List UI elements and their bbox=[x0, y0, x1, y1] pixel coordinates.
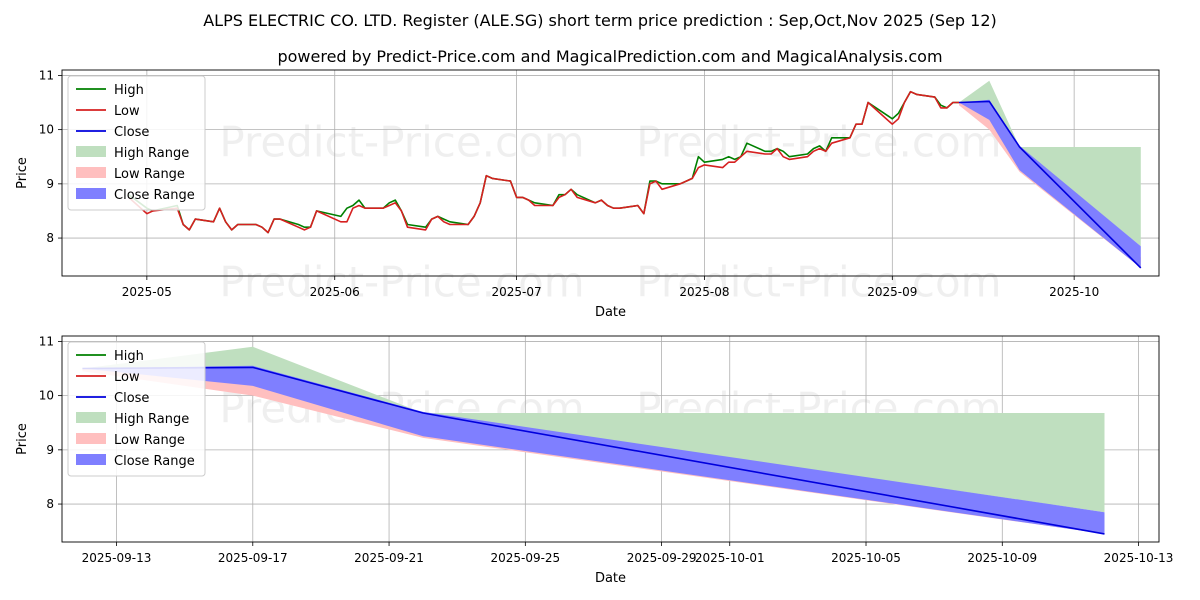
close-range-legend-swatch bbox=[76, 188, 106, 199]
watermark-text: Predict-Price.com bbox=[636, 118, 1001, 167]
plot-marks bbox=[128, 80, 1142, 269]
watermark-text: Predict-Price.com bbox=[219, 118, 584, 167]
high-legend-label: High bbox=[114, 349, 144, 364]
x-tick-label: 2025-10 bbox=[1049, 285, 1099, 299]
y-tick-label: 8 bbox=[46, 231, 54, 245]
close-range-band bbox=[959, 99, 1141, 268]
low-series-line bbox=[128, 90, 959, 234]
x-axis-label: Date bbox=[595, 305, 626, 320]
close-range-legend-label: Close Range bbox=[114, 454, 195, 469]
x-tick-label: 2025-10-13 bbox=[1104, 551, 1174, 565]
y-tick-label: 10 bbox=[39, 389, 54, 403]
y-tick-label: 8 bbox=[46, 497, 54, 511]
x-tick-label: 2025-09-17 bbox=[218, 551, 288, 565]
close-range-legend-label: Close Range bbox=[114, 188, 195, 203]
y-tick-label: 11 bbox=[39, 334, 54, 348]
x-tick-label: 2025-07 bbox=[491, 285, 541, 299]
low-range-legend-swatch bbox=[76, 167, 106, 178]
x-tick-label: 2025-09-29 bbox=[627, 551, 697, 565]
y-tick-label: 9 bbox=[46, 443, 54, 457]
high-range-legend-swatch bbox=[76, 146, 106, 157]
chart-subtitle: powered by Predict-Price.com and Magical… bbox=[277, 47, 942, 66]
close-range-legend-swatch bbox=[76, 454, 106, 465]
top-chart-panel: Predict-Price.com Predict-Price.com Predic… bbox=[15, 68, 1160, 320]
watermark-text: Predict-Price.com bbox=[636, 258, 1001, 307]
y-axis-label: Price bbox=[15, 157, 30, 189]
close-legend-label: Close bbox=[114, 125, 149, 140]
high-legend-label: High bbox=[114, 83, 144, 98]
x-tick-label: 2025-09-21 bbox=[354, 551, 424, 565]
y-tick-label: 11 bbox=[39, 68, 54, 82]
bottom-chart-panel: Predict-Price.comPredict-Price.com2025-0… bbox=[15, 334, 1173, 586]
low-range-legend-swatch bbox=[76, 433, 106, 444]
axes-frame bbox=[61, 69, 1160, 277]
low-range-legend-label: Low Range bbox=[114, 433, 185, 448]
close-range-band bbox=[82, 365, 1105, 534]
high-range-band bbox=[959, 80, 1141, 247]
close-legend-label: Close bbox=[114, 391, 149, 406]
close-series-line bbox=[958, 100, 1142, 269]
x-tick-label: 2025-08 bbox=[679, 285, 729, 299]
low-legend-label: Low bbox=[114, 370, 140, 385]
axes-frame bbox=[61, 335, 1160, 543]
x-tick-label: 2025-10-01 bbox=[695, 551, 765, 565]
plot-marks bbox=[82, 346, 1105, 535]
x-axis-label: Date bbox=[595, 571, 626, 586]
x-tick-label: 2025-09 bbox=[867, 285, 917, 299]
high-range-legend-swatch bbox=[76, 412, 106, 423]
watermark: Predict-Price.com Predict-Price.com Predic… bbox=[219, 118, 1001, 307]
x-tick-label: 2025-05 bbox=[122, 285, 172, 299]
x-tick-label: 2025-09-25 bbox=[490, 551, 560, 565]
high-range-band bbox=[82, 346, 1105, 513]
low-legend-label: Low bbox=[114, 104, 140, 119]
y-tick-label: 9 bbox=[46, 177, 54, 191]
x-tick-label: 2025-10-09 bbox=[967, 551, 1037, 565]
chart-title: ALPS ELECTRIC CO. LTD. Register (ALE.SG)… bbox=[203, 11, 997, 30]
y-axis-label: Price bbox=[15, 423, 30, 455]
x-tick-label: 2025-06 bbox=[310, 285, 360, 299]
low-range-legend-label: Low Range bbox=[114, 167, 185, 182]
high-range-legend-label: High Range bbox=[114, 412, 189, 427]
legend: High Low Close High Range Low Range Close Ran… bbox=[67, 341, 206, 477]
legend: High Low Close High Range Low Range Close Ran… bbox=[67, 75, 206, 211]
y-tick-label: 10 bbox=[39, 123, 54, 137]
watermark-text: Predict-Price.com bbox=[219, 258, 584, 307]
high-range-legend-label: High Range bbox=[114, 146, 189, 161]
x-tick-label: 2025-10-05 bbox=[831, 551, 901, 565]
x-tick-label: 2025-09-13 bbox=[82, 551, 152, 565]
